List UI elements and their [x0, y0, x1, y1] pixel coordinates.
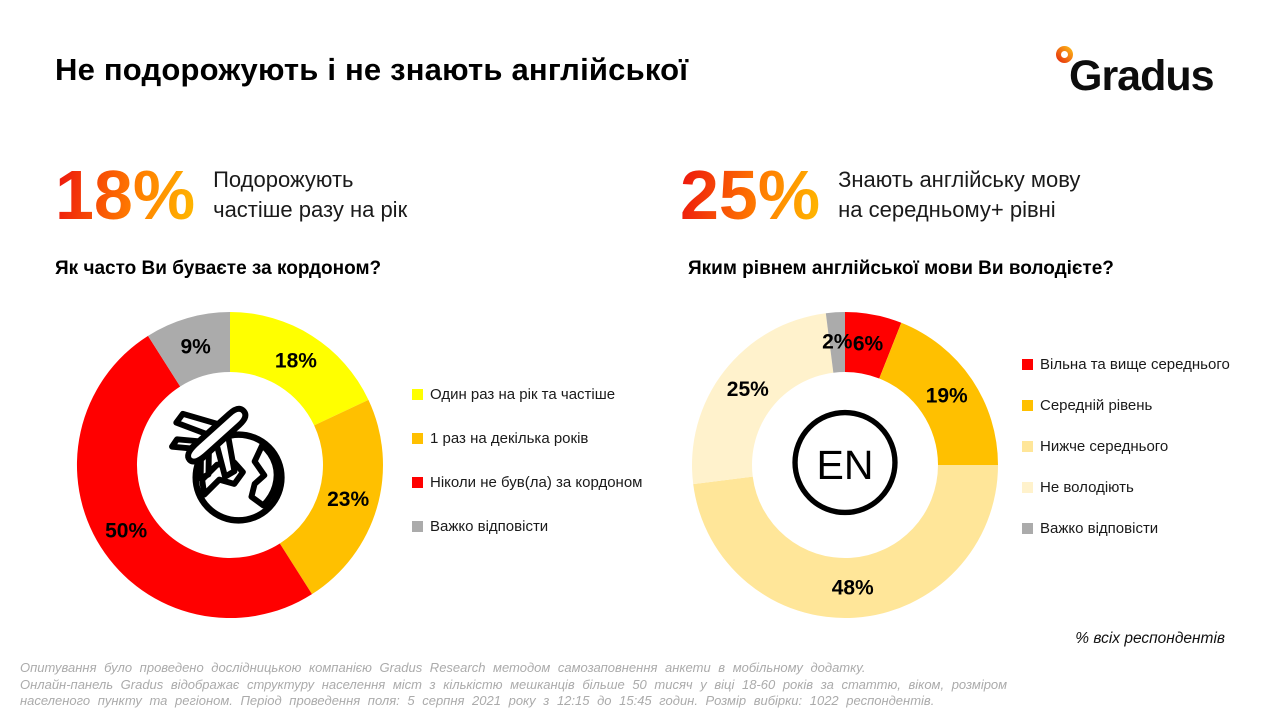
legend-item: Один раз на рік та частіше [412, 386, 662, 403]
legend-swatch [412, 389, 423, 400]
slice-label: 19% [926, 384, 968, 407]
slice-label: 18% [275, 350, 317, 373]
donut-slice [845, 312, 902, 379]
legend-label: Важко відповісти [430, 518, 549, 535]
legend-swatch [412, 477, 423, 488]
legend-item: 1 раз на декілька років [412, 430, 662, 447]
legend-label: Один раз на рік та частіше [430, 386, 616, 403]
legend-label: Нижче середнього [1040, 438, 1169, 455]
donut-slice [148, 312, 230, 387]
stat-travel-value: 18% [55, 156, 196, 234]
legend-swatch [1022, 359, 1033, 370]
donut-svg-travel: 18% 23% 50% 9% [76, 312, 383, 619]
legend-swatch [1022, 482, 1033, 493]
legend-travel: Один раз на рік та частіше 1 раз на декіл… [412, 386, 662, 562]
airplane-globe-icon [155, 388, 305, 543]
donut-chart-english: 6% 19% 48% 25% 2% EN [690, 310, 1000, 620]
legend-item: Середній рівень [1022, 397, 1272, 414]
legend-item: Нижче середнього [1022, 438, 1272, 455]
donut-slice [879, 322, 998, 465]
stat-english: 25% Знають англійську мову на середньому… [680, 160, 1080, 230]
gradus-degree-icon [1056, 46, 1073, 63]
respondents-note: % всіх респондентів [1075, 630, 1225, 647]
slice-label: 6% [853, 333, 884, 356]
donut-svg-english: 6% 19% 48% 25% 2% [692, 312, 998, 619]
legend-swatch [412, 521, 423, 532]
legend-label: Середній рівень [1040, 397, 1153, 414]
donut-slice [230, 312, 369, 426]
footer-line: Опитування було проведено дослідницькою … [20, 660, 866, 675]
legend-swatch [1022, 400, 1033, 411]
stat-english-label: Знають англійську мову на середньому+ рі… [838, 167, 1081, 222]
legend-item: Важко відповісти [412, 518, 662, 535]
donut-chart-travel: 18% 23% 50% 9% [75, 310, 385, 620]
footer-line: населеного пункту та регіоном. Період пр… [20, 693, 935, 708]
stat-english-value: 25% [680, 156, 821, 234]
en-circle-icon: EN [787, 405, 903, 526]
stat-travel: 18% Подорожують частіше разу на рік [55, 160, 407, 230]
slice-label: 50% [105, 519, 147, 542]
legend-swatch [1022, 441, 1033, 452]
legend-label: 1 раз на декілька років [430, 430, 589, 447]
footer-line: Онлайн-панель Gradus відображає структур… [20, 676, 1008, 692]
stat-travel-label: Подорожують частіше разу на рік [213, 167, 408, 222]
chart-title-travel: Як часто Ви буваєте за кордоном? [55, 258, 382, 279]
legend-item: Важко відповісти [1022, 520, 1272, 537]
legend-item: Ніколи не був(ла) за кордоном [412, 474, 662, 491]
legend-swatch [1022, 523, 1033, 534]
legend-label: Ніколи не був(ла) за кордоном [430, 474, 643, 491]
legend-swatch [412, 433, 423, 444]
donut-slice [76, 335, 312, 619]
donut-slice [279, 399, 383, 595]
footer-methodology: Опитування було проведено дослідницькою … [20, 660, 1010, 710]
svg-text:EN: EN [817, 442, 874, 488]
slice-label: 2% [822, 331, 853, 354]
donut-slice [825, 312, 845, 373]
donut-slice [692, 313, 834, 485]
legend-item: Вільна та вище середнього [1022, 356, 1272, 373]
donut-slice [693, 465, 998, 619]
legend-label: Вільна та вище середнього [1040, 356, 1230, 373]
legend-item: Не володіють [1022, 479, 1272, 496]
slice-label: 25% [727, 378, 769, 401]
slice-label: 48% [832, 576, 874, 599]
legend-label: Не володіють [1040, 479, 1134, 496]
chart-title-english: Яким рівнем англійської мови Ви володієт… [688, 258, 1114, 279]
slice-label: 23% [327, 488, 369, 511]
slice-label: 9% [181, 335, 212, 358]
gradus-logo-text: Gradus [1069, 52, 1215, 100]
gradus-logo: Gradus [1056, 42, 1246, 112]
legend-label: Важко відповісти [1040, 520, 1159, 537]
page-title: Не подорожують і не знають англійської [55, 52, 689, 87]
legend-english: Вільна та вище середнього Середній рівень… [1022, 356, 1272, 561]
